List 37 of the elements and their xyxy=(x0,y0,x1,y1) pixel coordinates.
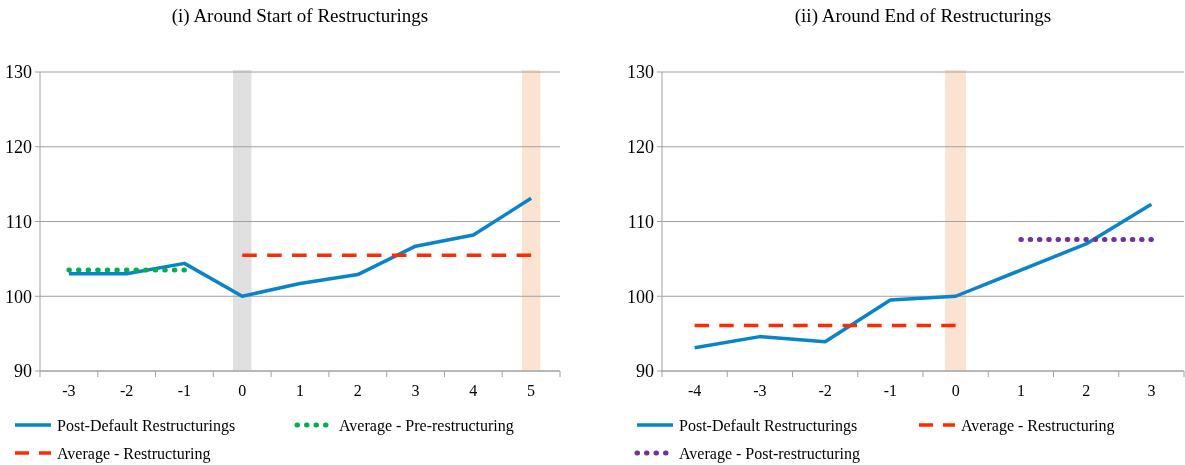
legend-label: Average - Post-restructuring xyxy=(679,444,860,463)
line-series xyxy=(67,196,533,298)
y-tick-label: 90 xyxy=(636,361,654,382)
y-tick-label: 90 xyxy=(14,361,32,382)
chart-title: (ii) Around End of Restructurings xyxy=(794,5,1052,27)
legend-label: Average - Restructuring xyxy=(961,416,1115,435)
x-tick-label: -1 xyxy=(177,382,192,399)
y-tick-label: 120 xyxy=(627,137,654,158)
legend-label: Post-Default Restructurings xyxy=(679,416,858,435)
x-tick-label: 2 xyxy=(353,382,362,399)
x-tick-label: -3 xyxy=(753,382,767,399)
line-series xyxy=(692,202,1154,350)
x-tick-label: -3 xyxy=(62,382,76,399)
x-tick-label: 0 xyxy=(238,382,247,399)
x-tick-label: 3 xyxy=(411,382,420,399)
x-tick-label: 5 xyxy=(527,382,536,399)
y-tick-label: 100 xyxy=(5,286,32,307)
x-tick-label: 4 xyxy=(469,382,478,399)
y-tick-label: 130 xyxy=(627,62,654,83)
x-tick-label: 1 xyxy=(296,382,304,399)
y-tick-label: 110 xyxy=(5,211,32,232)
x-tick-label: -2 xyxy=(120,382,134,399)
x-tick-label: 2 xyxy=(1082,382,1091,399)
x-tick-label: -4 xyxy=(687,382,702,399)
y-tick-label: 110 xyxy=(627,211,654,232)
x-tick-label: -1 xyxy=(883,382,898,399)
y-tick-label: 100 xyxy=(627,286,654,307)
y-tick-label: 120 xyxy=(5,137,32,158)
x-tick-label: 3 xyxy=(1147,382,1156,399)
y-tick-label: 130 xyxy=(5,62,32,83)
x-tick-label: 1 xyxy=(1016,382,1025,399)
x-tick-label: -2 xyxy=(818,382,832,399)
x-tick-label: 0 xyxy=(951,382,960,399)
legend-label: Post-Default Restructurings xyxy=(57,416,236,435)
legend-label: Average - Restructuring xyxy=(57,444,211,463)
legend-label: Average - Pre-restructuring xyxy=(339,416,514,435)
chart-title: (i) Around Start of Restructurings xyxy=(171,5,429,27)
